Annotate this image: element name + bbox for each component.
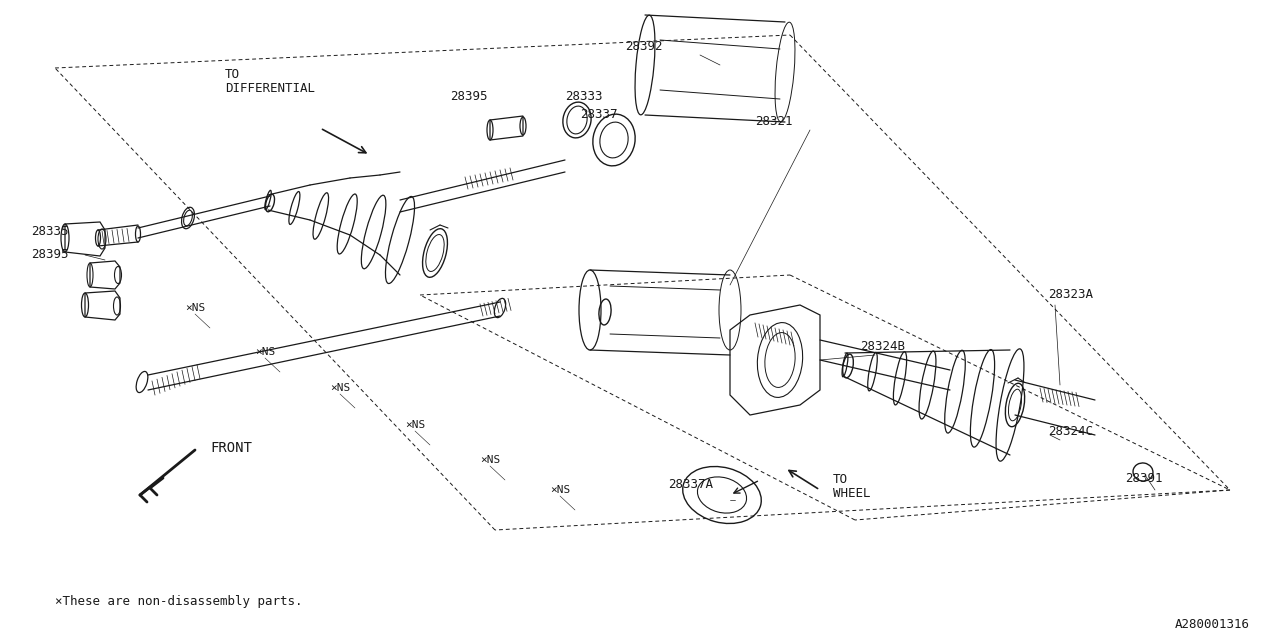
- Text: ×NS: ×NS: [330, 383, 351, 393]
- Text: ×NS: ×NS: [480, 455, 500, 465]
- Text: 28395: 28395: [31, 248, 69, 261]
- Text: FRONT: FRONT: [210, 441, 252, 455]
- Text: WHEEL: WHEEL: [833, 487, 870, 500]
- Text: ×These are non-disassembly parts.: ×These are non-disassembly parts.: [55, 595, 302, 608]
- Text: A280001316: A280001316: [1175, 618, 1251, 631]
- Text: ×NS: ×NS: [255, 347, 275, 357]
- Text: TO: TO: [833, 473, 849, 486]
- Text: ×NS: ×NS: [550, 485, 570, 495]
- Text: 28323A: 28323A: [1048, 288, 1093, 301]
- Text: ×NS: ×NS: [404, 420, 425, 430]
- Text: DIFFERENTIAL: DIFFERENTIAL: [225, 82, 315, 95]
- Text: 28335: 28335: [31, 225, 69, 238]
- Text: 28333: 28333: [564, 90, 603, 103]
- Text: 28337: 28337: [580, 108, 617, 121]
- Text: 28395: 28395: [451, 90, 488, 103]
- Text: 28324B: 28324B: [860, 340, 905, 353]
- Text: 28337A: 28337A: [668, 478, 713, 491]
- Text: 28392: 28392: [625, 40, 663, 53]
- Text: TO: TO: [225, 68, 241, 81]
- Text: ×NS: ×NS: [184, 303, 205, 313]
- Text: 28321: 28321: [755, 115, 792, 128]
- Text: 28324C: 28324C: [1048, 425, 1093, 438]
- Text: 28391: 28391: [1125, 472, 1162, 485]
